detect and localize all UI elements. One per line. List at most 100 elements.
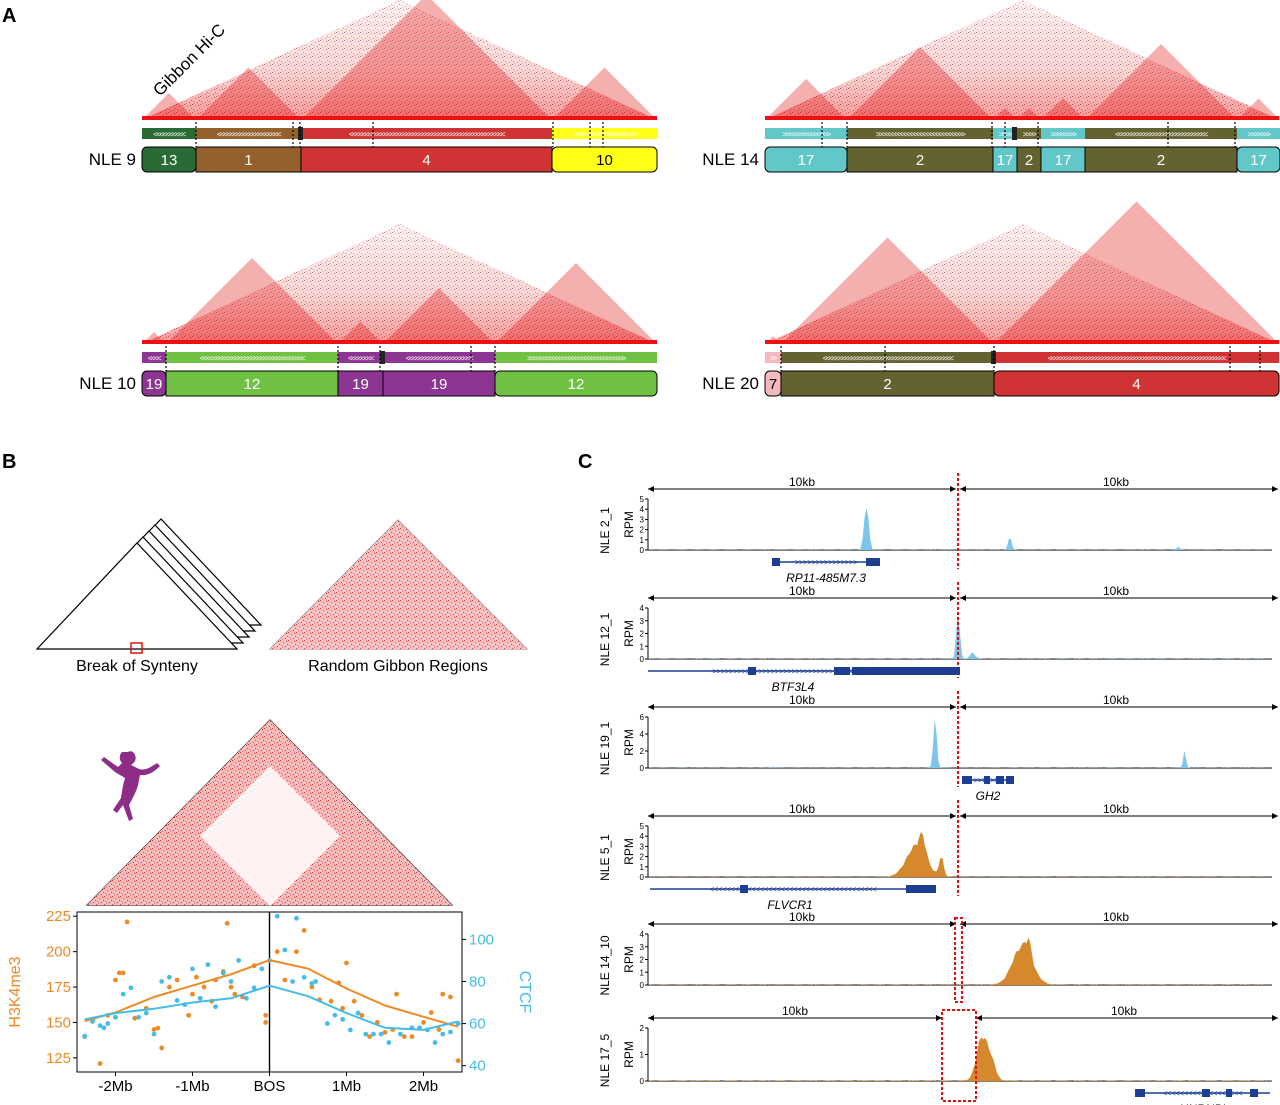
h3k4me3-point xyxy=(113,977,118,983)
h3k4me3-point xyxy=(344,960,349,966)
strand-bar-segment xyxy=(552,128,657,139)
chip-signal-area xyxy=(648,610,1272,659)
h3k4me3-point xyxy=(351,998,357,1004)
track-label: NLE 14 xyxy=(702,150,759,169)
h3k4me3-point xyxy=(132,1015,138,1021)
random-regions-tint xyxy=(270,520,527,649)
ctcf-point xyxy=(159,979,165,984)
breakpoint-region xyxy=(954,917,963,1003)
strand-bar-segment xyxy=(301,128,552,139)
h3k4me3-point xyxy=(436,1027,442,1032)
ctcf-point xyxy=(259,966,265,972)
ctcf-point xyxy=(205,962,211,968)
h3k4me3-point xyxy=(120,970,126,976)
track-label: NLE 19_1 xyxy=(598,721,612,775)
gene-exon xyxy=(1250,1089,1258,1097)
track-label: NLE 12_1 xyxy=(598,612,612,666)
hic-heatmap-texture xyxy=(142,224,657,344)
hic-domain-triangle xyxy=(383,288,495,344)
hic-diagonal xyxy=(142,116,657,120)
ctcf-point xyxy=(355,1010,361,1016)
breakpoint-marker xyxy=(1012,127,1017,140)
arrowhead xyxy=(648,704,654,710)
ctcf-point xyxy=(113,1014,118,1020)
chromosome-segment-4 xyxy=(993,370,1280,397)
segment-label: 4 xyxy=(1132,376,1140,393)
h3k4me3-point xyxy=(428,1010,434,1015)
x-tick-label: -2Mb xyxy=(98,1078,132,1095)
chip-signal-area xyxy=(648,831,1272,877)
strand-arrows: <<<<<<<<<<<<<<<<<<<<<<<<<<<<< xyxy=(1115,130,1209,139)
strand-bar-segment xyxy=(1017,128,1041,139)
gibbon-silhouette-icon xyxy=(101,751,160,821)
chromosome-segment-17 xyxy=(1236,146,1280,173)
ctcf-point xyxy=(340,1016,346,1022)
strand-arrows: >>>>>>>>>>>>>>>>>>>>>>>>>>>> xyxy=(876,130,967,139)
distance-label-right: 10kb xyxy=(1103,802,1129,816)
y-tick-label: 2 xyxy=(640,630,645,639)
chromosome-segment-2 xyxy=(1084,146,1238,173)
gene-direction-arrows: >>>>>>>>>>>>>>>>>>>>>>>>>>>>>>>>>>>>>>>>… xyxy=(712,667,896,676)
ctcf-point xyxy=(371,1031,376,1037)
hic-track-4: >> <<<<<<<<<<<<<<<<<<<<<<<<<<<<<<<<<<<<<<… xyxy=(702,201,1280,397)
ctcf-point xyxy=(309,981,315,986)
chip-track-5: 10kb 10kb 4 3 2 1 0 RPM NLE 14_10 xyxy=(598,910,1278,1003)
segment-label: 4 xyxy=(422,152,430,169)
arrowhead xyxy=(1272,921,1278,927)
segment-label: 17 xyxy=(1055,152,1072,169)
distance-label-left: 10kb xyxy=(789,693,815,707)
rpm-label: RPM xyxy=(622,620,636,647)
h3k4me3-point xyxy=(440,991,446,997)
gene-name: BTF3L4 xyxy=(772,680,815,694)
arrowhead xyxy=(960,704,966,710)
strand-arrows: >>>>>>>>>>>>>>>>>>>>>>>>>>>>>>> xyxy=(527,354,627,363)
strand-arrows: >>>> xyxy=(999,130,1014,139)
hic-diagonal xyxy=(765,340,1279,344)
hic-domain-triangle xyxy=(142,93,196,120)
hic-domain-triangle xyxy=(781,237,994,344)
h3k4me3-point xyxy=(97,1061,103,1066)
h3k4me3-point xyxy=(201,984,207,990)
y-left-axis-label: H3K4me3 xyxy=(7,956,24,1027)
y-tick-label: 0 xyxy=(640,981,645,990)
strand-arrows: <<<<<<<<<<<<<<<<<<<<<<<<<<<<<<<<<<<<<<<<… xyxy=(822,354,954,363)
strand-bar-segment xyxy=(383,352,495,363)
breakpoint-marker xyxy=(991,351,996,364)
hic-domain-triangle xyxy=(1237,98,1280,120)
strand-arrows: <<<<<<<< xyxy=(348,354,375,363)
chip-signal-area xyxy=(648,1037,1272,1081)
h3k4me3-point xyxy=(274,949,280,955)
y-tick-label: 2 xyxy=(640,526,645,535)
gene-direction-arrows: >>>>>>>>>>>>>>> xyxy=(795,558,858,567)
h3k4me3-fit-line xyxy=(84,959,459,1028)
distance-label-right: 10kb xyxy=(1111,1004,1137,1018)
arrowhead xyxy=(960,486,966,492)
strand-bar-segment xyxy=(847,128,993,139)
h3k4me3-point xyxy=(263,1020,269,1025)
y-tick-label: 2 xyxy=(640,747,645,756)
ctcf-fit-line xyxy=(84,984,459,1031)
y-right-axis-label: CTCF xyxy=(516,971,533,1014)
gene-direction-arrows: <<<<<<<<<<<<<<<<<<<<<<<<<<<<<<<<<<<<<<<< xyxy=(710,885,878,894)
hic-domain-triangle xyxy=(994,201,1279,344)
strand-arrows: <<<<<<<<<<<<<<<<<<<<<<<<<<<<<<<<< xyxy=(200,354,307,363)
y-tick-label: 4 xyxy=(640,604,645,613)
aggregate-hic-depletion xyxy=(200,766,340,906)
h3k4me3-point xyxy=(421,1020,426,1025)
h3k4me3-point xyxy=(455,1058,461,1064)
segment-label: 12 xyxy=(244,376,261,393)
arrowhead xyxy=(950,704,956,710)
strand-bar-segment xyxy=(1237,128,1280,139)
bos-chart: -2Mb -1Mb BOS 1Mb 2Mb 125 150 175 200 225 40 60 80 10… xyxy=(7,908,533,1095)
y-tick-label: 2 xyxy=(640,956,645,965)
ctcf-point xyxy=(136,1014,142,1020)
hic-heatmap-texture xyxy=(765,224,1279,344)
ctcf-point xyxy=(97,1023,103,1029)
y-tick-label: 2 xyxy=(640,1024,645,1033)
h3k4me3-point xyxy=(394,991,399,997)
breakpoint-marker xyxy=(298,127,303,140)
strand-arrows: <<<< xyxy=(148,354,163,363)
ctcf-point xyxy=(251,985,257,991)
